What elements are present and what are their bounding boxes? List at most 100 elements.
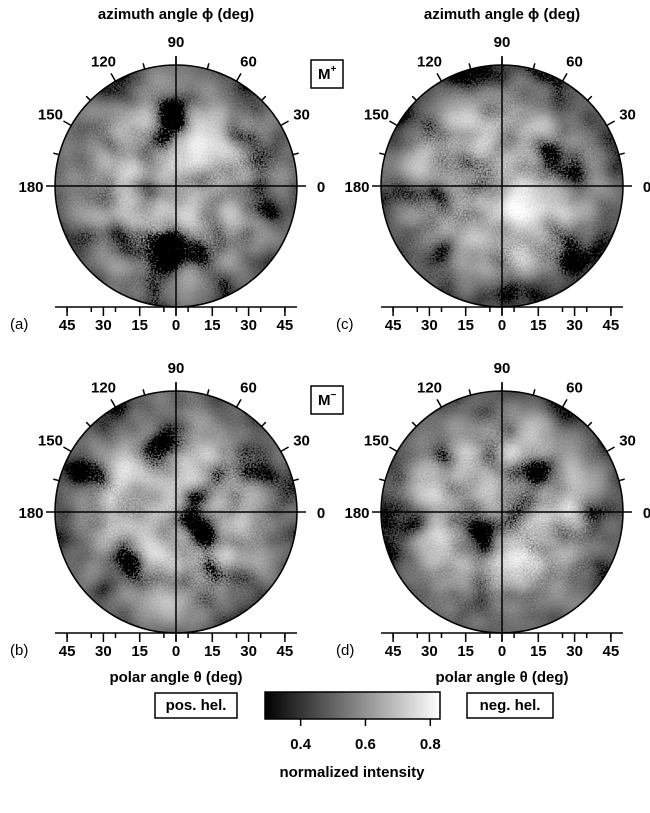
legend-right: neg. hel. — [480, 697, 541, 714]
azimuth-tick-label: 150 — [364, 432, 389, 449]
polar-tick-label: 45 — [385, 643, 402, 660]
azimuth-tick-label: 60 — [240, 379, 257, 396]
row-label-sup: − — [331, 390, 337, 401]
colorbar — [264, 691, 441, 720]
top-title: azimuth angle ϕ (deg) — [98, 6, 254, 23]
azimuth-minor-tick — [206, 63, 210, 70]
azimuth-tick — [389, 120, 398, 127]
azimuth-minor-tick — [618, 478, 625, 482]
azimuth-tick-label: 150 — [364, 106, 389, 123]
polar-tick-label: 30 — [95, 643, 112, 660]
azimuth-tick — [561, 73, 568, 82]
azimuth-minor-tick — [618, 152, 625, 156]
colorbar-tick-label: 0.8 — [420, 736, 441, 753]
azimuth-tick-label: 120 — [91, 379, 116, 396]
legend-left: pos. hel. — [166, 697, 227, 714]
azimuth-minor-tick — [85, 95, 91, 101]
polar-tick-label: 0 — [498, 643, 506, 660]
azimuth-tick-label: 180 — [18, 179, 43, 196]
bottom-title: polar angle θ (deg) — [435, 669, 568, 686]
azimuth-minor-tick — [292, 152, 299, 156]
azimuth-tick — [110, 73, 117, 82]
azimuth-minor-tick — [206, 389, 210, 396]
azimuth-minor-tick — [532, 389, 536, 396]
azimuth-minor-tick — [379, 152, 386, 156]
panel-label: (b) — [10, 642, 28, 659]
azimuth-tick-label: 60 — [566, 53, 583, 70]
polar-tick-label: 30 — [240, 643, 257, 660]
azimuth-tick — [63, 446, 72, 453]
polar-tick-label: 45 — [277, 317, 294, 334]
row-label-box — [310, 385, 344, 415]
polar-tick-label: 15 — [530, 317, 547, 334]
panel-label: (a) — [10, 316, 28, 333]
azimuth-minor-tick — [379, 478, 386, 482]
azimuth-tick-label: 30 — [619, 106, 636, 123]
polar-tick-label: 30 — [240, 317, 257, 334]
azimuth-tick — [436, 399, 443, 408]
polar-tick-label: 30 — [566, 317, 583, 334]
azimuth-tick — [280, 120, 289, 127]
polar-tick-label: 15 — [457, 317, 474, 334]
row-label-box — [310, 59, 344, 89]
azimuth-minor-tick — [411, 421, 417, 427]
colorbar-tick-label: 0.6 — [355, 736, 376, 753]
polar-tick-label: 30 — [95, 317, 112, 334]
azimuth-tick-label: 120 — [417, 379, 442, 396]
azimuth-tick-label: 150 — [38, 106, 63, 123]
polar-tick-label: 30 — [421, 317, 438, 334]
polar-tick-label: 45 — [277, 643, 294, 660]
polar-tick-label: 15 — [204, 317, 221, 334]
polar-tick-label: 45 — [59, 317, 76, 334]
row-label: M− — [318, 390, 337, 409]
azimuth-tick-label: 30 — [293, 106, 310, 123]
azimuth-tick — [280, 446, 289, 453]
azimuth-tick-label: 0 — [643, 505, 650, 522]
azimuth-tick — [606, 446, 615, 453]
azimuth-minor-tick — [53, 478, 60, 482]
azimuth-tick — [63, 120, 72, 127]
row-label-base: M — [318, 66, 331, 83]
azimuth-tick-label: 120 — [91, 53, 116, 70]
azimuth-minor-tick — [142, 63, 146, 70]
panel-label: (d) — [336, 642, 354, 659]
polar-tick-label: 0 — [172, 317, 180, 334]
row-label-sup: + — [331, 64, 337, 75]
polar-tick-label: 45 — [59, 643, 76, 660]
azimuth-tick-label: 180 — [344, 179, 369, 196]
polar-tick-label: 45 — [603, 643, 620, 660]
azimuth-tick-label: 0 — [643, 179, 650, 196]
azimuth-minor-tick — [532, 63, 536, 70]
azimuth-tick-label: 30 — [293, 432, 310, 449]
azimuth-tick — [606, 120, 615, 127]
azimuth-tick — [235, 73, 242, 82]
azimuth-tick — [436, 73, 443, 82]
azimuth-tick-label: 0 — [317, 179, 325, 196]
azimuth-tick — [561, 399, 568, 408]
panel-label: (c) — [336, 316, 354, 333]
azimuth-minor-tick — [411, 95, 417, 101]
azimuth-tick-label: 60 — [566, 379, 583, 396]
azimuth-tick-label: 90 — [494, 34, 511, 51]
polar-tick-label: 45 — [603, 317, 620, 334]
colorbar-title: normalized intensity — [279, 764, 425, 781]
polar-tick-label: 30 — [421, 643, 438, 660]
azimuth-tick-label: 120 — [417, 53, 442, 70]
polar-tick-label: 0 — [172, 643, 180, 660]
colorbar-tick-label: 0.4 — [290, 736, 312, 753]
azimuth-minor-tick — [468, 389, 472, 396]
polar-tick-label: 15 — [530, 643, 547, 660]
azimuth-tick-label: 90 — [494, 360, 511, 377]
legend-box — [154, 692, 238, 719]
polar-tick-label: 15 — [131, 317, 148, 334]
azimuth-tick-label: 90 — [168, 34, 185, 51]
polar-tick-label: 0 — [498, 317, 506, 334]
azimuth-tick-label: 0 — [317, 505, 325, 522]
azimuth-minor-tick — [587, 95, 593, 101]
azimuth-tick — [389, 446, 398, 453]
azimuth-minor-tick — [261, 421, 267, 427]
azimuth-tick-label: 180 — [344, 505, 369, 522]
polar-tick-label: 15 — [131, 643, 148, 660]
bottom-title: polar angle θ (deg) — [109, 669, 242, 686]
